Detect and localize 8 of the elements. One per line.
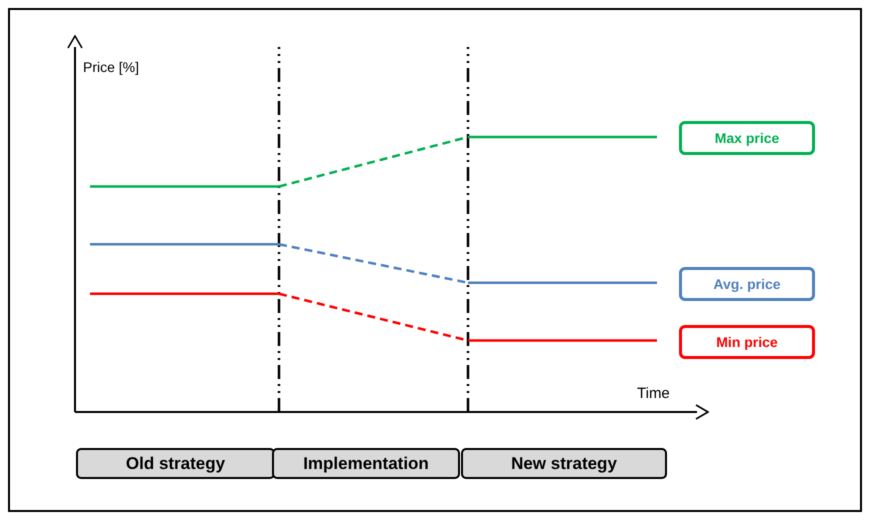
text: Implementation [272,448,460,479]
text: Max price [679,121,815,155]
text: New strategy [461,448,667,479]
text: Min price [679,324,815,358]
x-axis-title: Time [637,385,670,402]
text: Avg. price [679,266,815,301]
y-axis-title: Price [%] [83,59,140,75]
text: Old strategy [76,448,275,479]
